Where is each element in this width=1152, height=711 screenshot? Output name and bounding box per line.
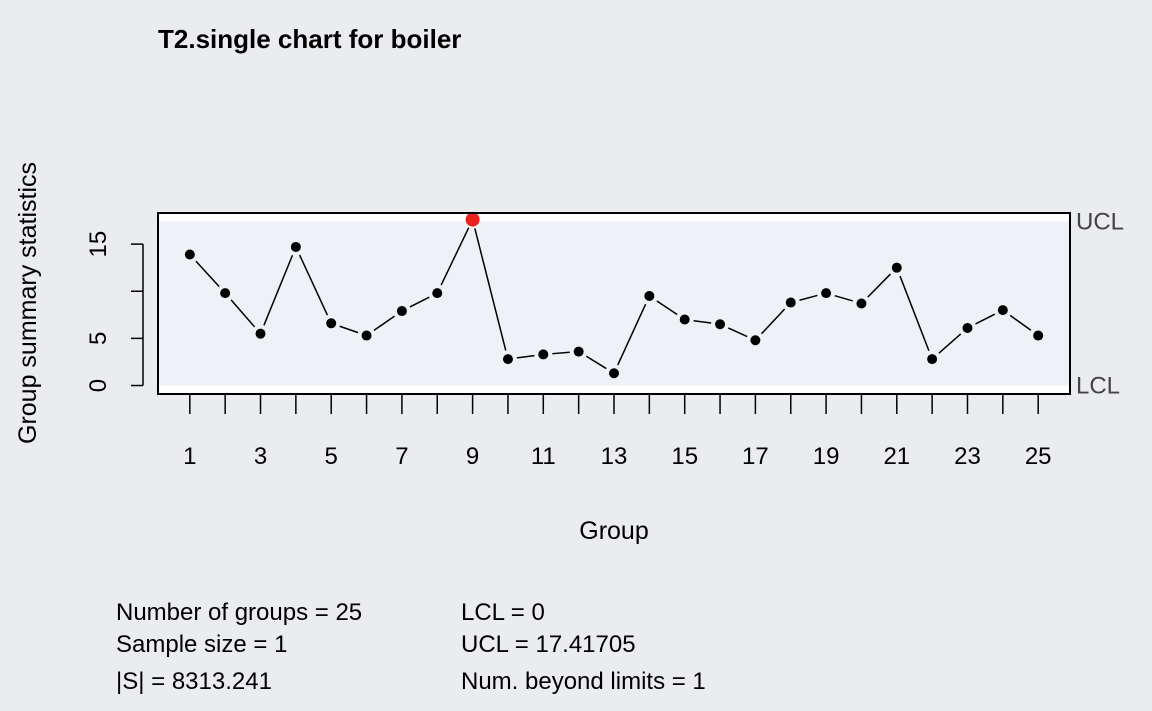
y-tick-label: 5 (85, 332, 112, 345)
x-tick-label: 3 (254, 443, 267, 470)
series-segment (899, 275, 930, 351)
data-point (644, 290, 655, 301)
series-segment (938, 333, 962, 354)
data-point (538, 349, 549, 360)
x-tick-label: 13 (601, 443, 628, 470)
series-segment (552, 351, 570, 355)
series-segment (834, 294, 854, 302)
data-point (927, 354, 938, 365)
series-segment (975, 313, 996, 325)
data-point (856, 298, 867, 309)
data-point (326, 318, 337, 329)
x-tick-label: 19 (813, 443, 840, 470)
data-point (220, 288, 231, 299)
stat-det-s: |S| = 8313.241 (116, 668, 272, 695)
data-point (1033, 330, 1044, 341)
data-point (361, 330, 372, 341)
data-point (715, 319, 726, 330)
y-tick-label: 0 (85, 379, 112, 392)
stat-sample-size: Sample size = 1 (116, 631, 287, 658)
x-tick-label: 23 (954, 443, 981, 470)
series-segment (230, 299, 256, 328)
stat-lcl: LCL = 0 (461, 599, 545, 626)
plot-background (158, 213, 1070, 394)
data-point (679, 314, 690, 325)
series-segment (1009, 314, 1032, 331)
x-tick-label: 15 (671, 443, 698, 470)
series-segment (298, 254, 329, 316)
series-segment (263, 254, 294, 326)
series-segment (867, 273, 892, 298)
series-segment (693, 319, 712, 324)
series-segment (474, 228, 507, 351)
data-point (821, 288, 832, 299)
series-points (184, 212, 1044, 379)
stat-num-groups: Number of groups = 25 (116, 599, 362, 626)
x-tick-label: 1 (183, 443, 196, 470)
stat-ucl: UCL = 17.41705 (461, 631, 636, 658)
ucl-label: UCL (1076, 208, 1124, 235)
stats-column-2: LCL = 0 UCL = 17.41705 Num. beyond limit… (461, 599, 706, 695)
y-axis: 0 5 15 (85, 231, 144, 392)
y-axis-label: Group summary statistics (14, 162, 42, 444)
data-point-beyond-limits (465, 212, 480, 227)
x-tick-label: 17 (742, 443, 769, 470)
series-segment (195, 260, 220, 287)
x-tick-label: 9 (466, 443, 479, 470)
series-segment (339, 325, 359, 334)
data-point (432, 288, 443, 299)
data-point (997, 305, 1008, 316)
data-point (184, 249, 195, 260)
stat-beyond-limits: Num. beyond limits = 1 (461, 668, 706, 695)
data-point (573, 346, 584, 357)
series-segment (799, 294, 818, 301)
x-tick-label: 25 (1025, 443, 1052, 470)
x-tick-label: 7 (395, 443, 408, 470)
data-point (255, 328, 266, 339)
x-tick-label: 5 (325, 443, 338, 470)
series-segment (373, 315, 395, 332)
series-segment (440, 227, 470, 286)
x-tick-label: 21 (883, 443, 910, 470)
x-axis: 1 3 5 7 9 11 13 15 17 19 21 23 25 (183, 393, 1052, 470)
lcl-label: LCL (1076, 373, 1120, 400)
data-point (609, 368, 619, 379)
series-line (195, 227, 1032, 370)
x-axis-label: Group (579, 517, 648, 545)
series-segment (516, 354, 535, 359)
series-segment (727, 327, 748, 338)
x-tick-label: 11 (531, 443, 556, 470)
above-ucl-band (158, 213, 1070, 222)
data-point (750, 335, 761, 346)
data-point (785, 297, 796, 308)
series-segment (585, 355, 607, 370)
data-point (891, 262, 902, 273)
below-lcl-band (158, 385, 1070, 394)
y-tick-label: 15 (85, 231, 112, 258)
series-segment (409, 296, 430, 308)
stats-column-1: Number of groups = 25 Sample size = 1 |S… (116, 599, 362, 695)
data-point (502, 354, 513, 365)
data-point (962, 323, 973, 334)
chart-title: T2.single chart for boiler (158, 24, 461, 54)
data-point (396, 306, 407, 317)
data-point (290, 241, 301, 252)
series-segment (761, 308, 786, 335)
series-segment (656, 300, 678, 316)
series-segment (617, 303, 647, 366)
